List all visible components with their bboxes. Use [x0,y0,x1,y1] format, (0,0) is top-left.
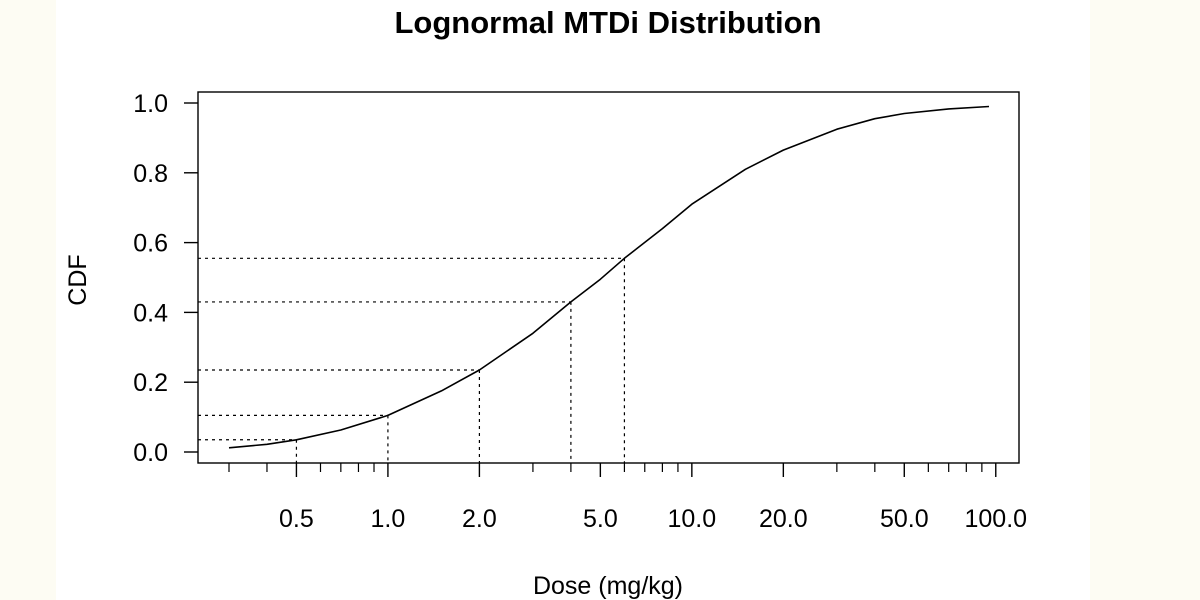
x-tick-label: 2.0 [462,505,497,533]
x-tick-label: 10.0 [668,505,717,533]
x-tick-label: 20.0 [759,505,808,533]
x-tick-label: 50.0 [880,505,929,533]
y-axis: 0.0 0.2 0.4 0.6 0.8 1.0 [133,90,198,467]
y-tick-label: 0.8 [133,160,168,188]
cdf-curve [228,105,990,449]
plot-frame [197,91,1020,464]
x-tick-label: 5.0 [583,505,618,533]
series-group [228,105,990,449]
y-tick-label: 1.0 [133,90,168,118]
y-tick-label: 0.6 [133,230,168,258]
x-axis: 0.5 1.0 2.0 5.0 10.0 20.0 50.0 100.0 [228,463,1027,533]
y-axis-label: CDF [64,254,92,305]
y-tick-label: 0.2 [133,369,168,397]
chart-title: Lognormal MTDi Distribution [394,5,821,40]
y-tick-label: 0.0 [133,439,168,467]
x-tick-label: 100.0 [964,505,1027,533]
x-axis-label: Dose (mg/kg) [533,572,683,600]
reference-lines [198,257,626,463]
y-tick-label: 0.4 [133,299,168,327]
x-tick-label: 1.0 [371,505,406,533]
x-tick-label: 0.5 [279,505,314,533]
